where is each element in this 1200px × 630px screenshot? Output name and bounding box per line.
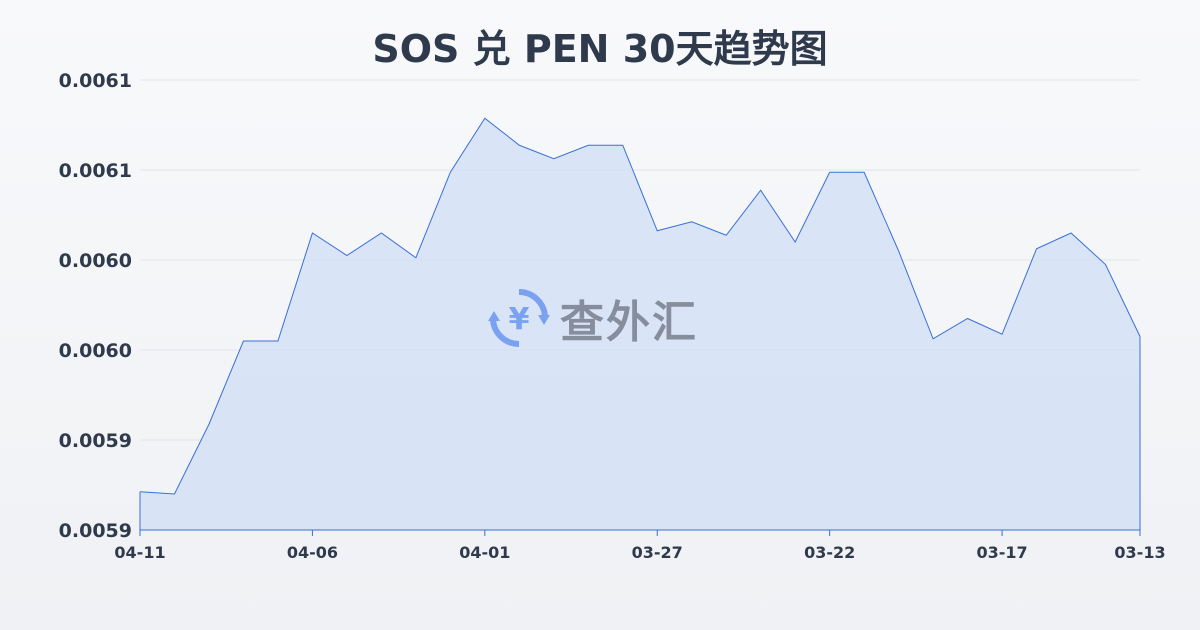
y-tick-label: 0.0061 [59,160,132,182]
x-tick-label: 04-11 [114,543,165,562]
x-tick-label: 03-13 [1114,543,1165,562]
x-tick-label: 03-27 [632,543,683,562]
x-tick-label: 03-22 [804,543,855,562]
x-tick-label: 04-06 [287,543,338,562]
yen-exchange-icon: ¥ [488,289,550,347]
area-fill [140,118,1140,530]
chart-title: SOS 兑 PEN 30天趋势图 [372,27,828,71]
svg-text:¥: ¥ [509,302,530,337]
y-tick-label: 0.0060 [59,250,132,272]
y-tick-label: 0.0060 [59,340,132,362]
y-tick-label: 0.0059 [59,520,132,542]
watermark: ¥ 查外汇 [488,286,698,350]
y-tick-label: 0.0061 [59,70,132,92]
y-tick-label: 0.0059 [59,430,132,452]
x-tick-label: 04-01 [459,543,510,562]
watermark-text: 查外汇 [560,297,698,348]
x-tick-label: 03-17 [976,543,1027,562]
series-line [139,117,1141,495]
